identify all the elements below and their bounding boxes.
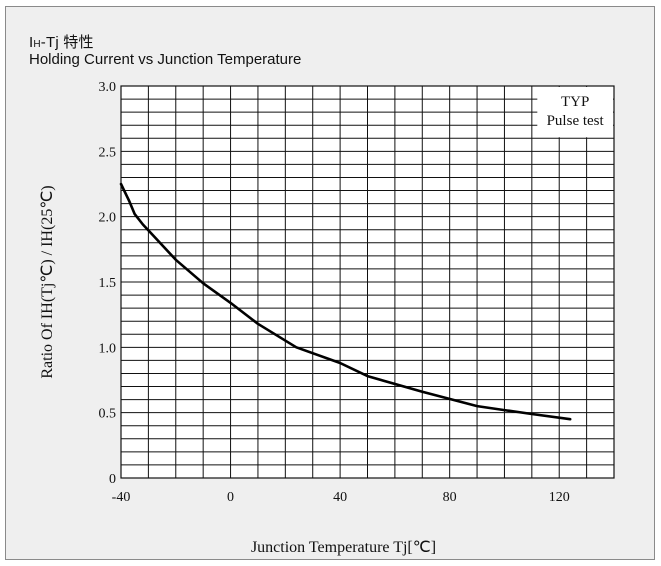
x-tick-label: 40: [333, 490, 347, 505]
axis-labels: Junction Temperature Tj[℃] Ratio Of IH(T…: [39, 185, 436, 556]
series-layer: [119, 182, 572, 421]
y-tick-label: 0: [109, 472, 116, 487]
legend-typ: TYP: [561, 94, 589, 110]
y-tick-label: 2.5: [99, 145, 117, 160]
chart-title: IH-Tj 特性: [29, 31, 94, 52]
x-tick-label: 120: [549, 490, 570, 505]
title-subscript: H: [33, 39, 41, 50]
chart-subtitle: Holding Current vs Junction Temperature: [29, 51, 302, 68]
legend-box: [537, 87, 613, 138]
title-main: I: [29, 34, 34, 51]
title-rest: -Tj 特性: [40, 34, 94, 51]
legend-pulse-test: Pulse test: [547, 113, 605, 129]
y-tick-label: 3.0: [99, 80, 117, 95]
axes: -40 0 40 80 120 0 0.5 1.0 1.5 2.0 2.5 3.0: [99, 80, 570, 505]
x-axis-label: Junction Temperature Tj[℃]: [251, 539, 436, 556]
x-tick-label: 80: [443, 490, 457, 505]
grid: [120, 85, 615, 479]
y-tick-label: 0.5: [99, 407, 117, 422]
x-tick-label: 0: [227, 490, 234, 505]
y-tick-label: 1.5: [99, 276, 117, 291]
legend: TYP Pulse test: [537, 87, 613, 138]
y-tick-label: 2.0: [99, 211, 117, 226]
x-tick-label: -40: [112, 490, 131, 505]
y-tick-label: 1.0: [99, 341, 117, 356]
y-axis-label: Ratio Of IH(Tj℃) / IH(25℃): [39, 185, 56, 378]
series-line: [119, 182, 572, 421]
